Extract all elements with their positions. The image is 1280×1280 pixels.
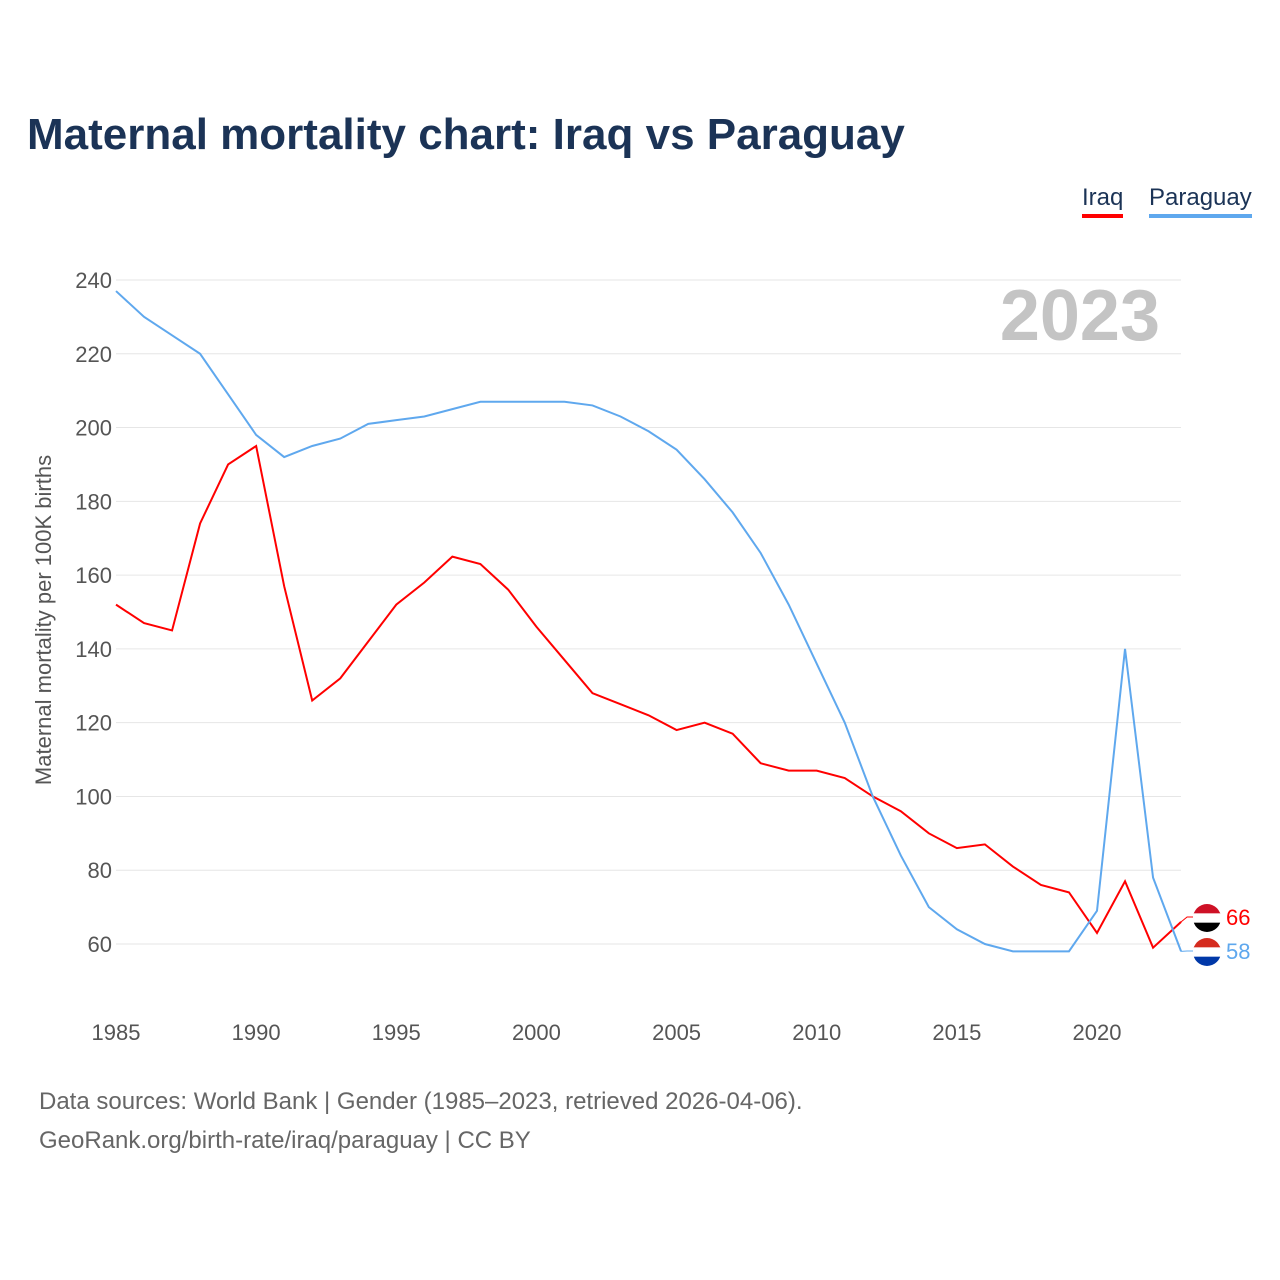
y-tick-label: 80 [88, 858, 112, 883]
y-tick-label: 220 [75, 342, 112, 367]
y-tick-label: 120 [75, 711, 112, 736]
source-text: Data sources: World Bank | Gender (1985–… [39, 1088, 803, 1115]
paraguay-flag-icon [1193, 938, 1221, 966]
x-tick-label: 1985 [92, 1020, 141, 1045]
y-tick-label: 240 [75, 268, 112, 293]
end-connector [1180, 916, 1194, 923]
series-line-paraguay [115, 290, 1183, 953]
y-tick-label: 200 [75, 416, 112, 441]
y-axis-label: Maternal mortality per 100K births [31, 455, 56, 785]
end-value-label: 66 [1226, 905, 1250, 930]
end-value-label: 58 [1226, 939, 1250, 964]
x-tick-label: 2020 [1073, 1020, 1122, 1045]
y-tick-label: 100 [75, 784, 112, 809]
source-link[interactable]: GeoRank.org/birth-rate/iraq/paraguay | C… [39, 1127, 531, 1154]
year-watermark: 2023 [1000, 276, 1160, 356]
x-tick-label: 2010 [792, 1020, 841, 1045]
iraq-flag-icon [1193, 904, 1221, 932]
x-tick-label: 2000 [512, 1020, 561, 1045]
x-tick-label: 1990 [232, 1020, 281, 1045]
x-tick-label: 2015 [932, 1020, 981, 1045]
legend-paraguay[interactable]: Paraguay [1149, 184, 1252, 218]
x-tick-label: 1995 [372, 1020, 421, 1045]
y-tick-label: 140 [75, 637, 112, 662]
y-tick-label: 180 [75, 489, 112, 514]
chart-title: Maternal mortality chart: Iraq vs Paragu… [27, 110, 905, 159]
series-line-iraq [115, 444, 1182, 950]
y-tick-label: 160 [75, 563, 112, 588]
y-tick-label: 60 [88, 932, 112, 957]
x-tick-label: 2005 [652, 1020, 701, 1045]
legend-iraq[interactable]: Iraq [1082, 184, 1124, 218]
